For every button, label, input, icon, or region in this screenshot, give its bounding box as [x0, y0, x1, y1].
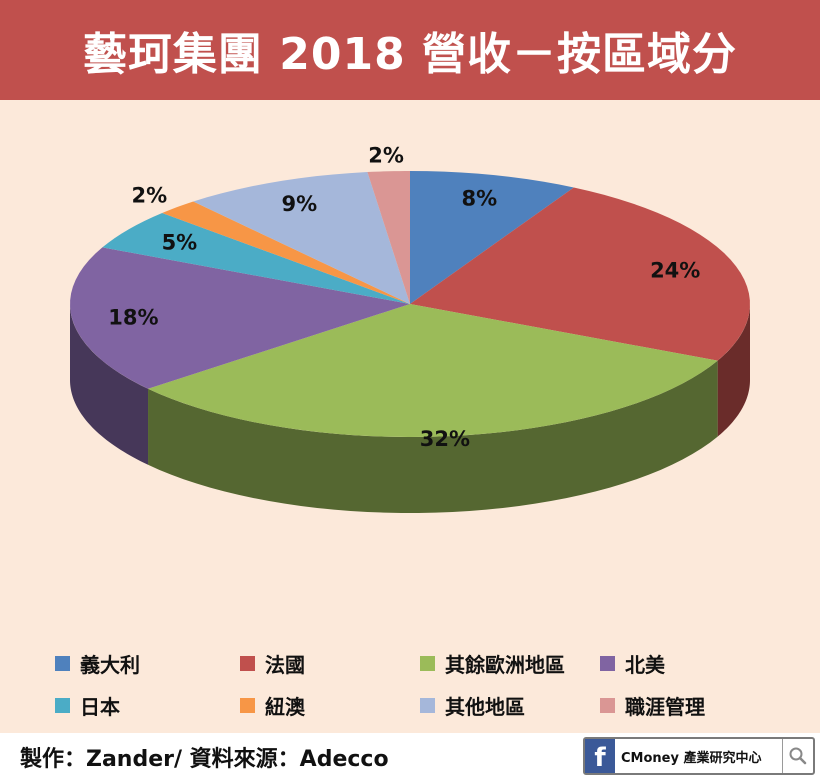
brand-badge[interactable]: f CMoney 產業研究中心	[583, 737, 815, 775]
brand-name: CMoney 產業研究中心	[621, 747, 761, 766]
legend-item-2[interactable]: 法國	[240, 648, 305, 678]
legend-item-5[interactable]: 日本	[55, 690, 120, 720]
source-credit: 製作：Zander/ 資料來源：Adecco	[20, 741, 389, 773]
legend-label: 其他地區	[445, 691, 525, 720]
legend-swatch	[240, 698, 255, 713]
legend-label: 職涯管理	[625, 691, 705, 720]
legend-label: 北美	[625, 649, 665, 678]
slice-6-label: 2%	[131, 183, 167, 207]
legend-label: 法國	[265, 649, 305, 678]
slice-8-label: 2%	[368, 143, 404, 167]
slice-1-label: 8%	[461, 186, 497, 210]
chart-area: 8% 24% 32% 18% 5% 2% 9% 2%	[0, 100, 820, 730]
slice-4-label: 18%	[108, 306, 158, 330]
chart-title: 藝珂集團 2018 營收－按區域分	[83, 18, 737, 82]
legend-label: 義大利	[80, 649, 140, 678]
slice-7-label: 9%	[281, 192, 317, 216]
legend-item-1[interactable]: 義大利	[55, 648, 140, 678]
chart-header: 藝珂集團 2018 營收－按區域分	[0, 0, 820, 100]
legend-item-8[interactable]: 職涯管理	[600, 690, 705, 720]
slice-5-label: 5%	[162, 231, 198, 255]
facebook-icon: f	[585, 739, 615, 773]
slice-3-label: 32%	[420, 427, 470, 451]
legend-item-3[interactable]: 其餘歐洲地區	[420, 648, 565, 678]
footer: 製作：Zander/ 資料來源：Adecco f CMoney 產業研究中心	[0, 733, 820, 783]
legend-item-6[interactable]: 紐澳	[240, 690, 305, 720]
legend-swatch	[600, 698, 615, 713]
legend-item-4[interactable]: 北美	[600, 648, 665, 678]
slice-2-label: 24%	[650, 258, 700, 282]
legend-swatch	[600, 656, 615, 671]
legend-swatch	[240, 656, 255, 671]
chart-legend: 義大利 法國 其餘歐洲地區 北美日本 紐澳 其他地區 職涯管理	[0, 648, 820, 728]
legend-swatch	[55, 656, 70, 671]
legend-label: 其餘歐洲地區	[445, 649, 565, 678]
search-icon[interactable]	[782, 739, 813, 773]
pie-chart: 8% 24% 32% 18% 5% 2% 9% 2%	[0, 100, 820, 620]
legend-label: 日本	[80, 691, 120, 720]
legend-label: 紐澳	[265, 691, 305, 720]
legend-swatch	[55, 698, 70, 713]
legend-swatch	[420, 698, 435, 713]
legend-swatch	[420, 656, 435, 671]
legend-item-7[interactable]: 其他地區	[420, 690, 525, 720]
